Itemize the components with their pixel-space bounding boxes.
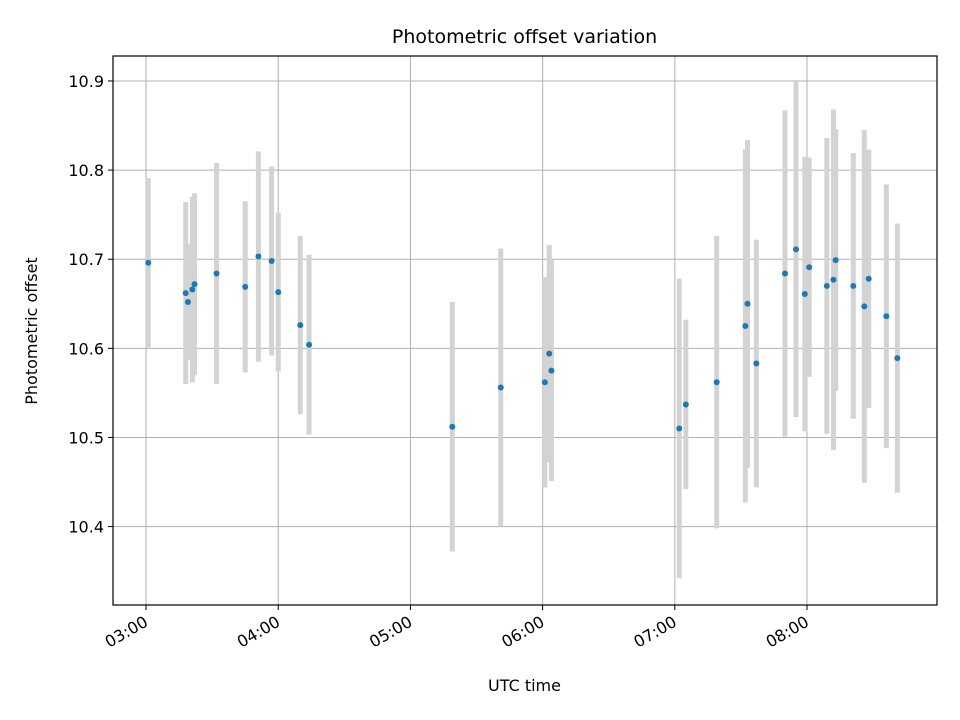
- data-point: [275, 289, 282, 296]
- data-point: [297, 322, 304, 329]
- x-tick-label: 07:00: [630, 612, 679, 652]
- data-point: [894, 355, 901, 362]
- data-point: [268, 257, 275, 264]
- data-point: [676, 425, 683, 432]
- data-point: [548, 367, 555, 374]
- y-tick-label: 10.8: [68, 161, 104, 180]
- x-tick-label: 05:00: [366, 612, 415, 652]
- data-point: [801, 290, 808, 297]
- data-point: [781, 270, 788, 277]
- plot-frame: [112, 55, 938, 606]
- data-point: [497, 384, 504, 391]
- data-point: [449, 423, 456, 430]
- y-tick-label: 10.7: [68, 250, 104, 269]
- data-point: [255, 253, 262, 260]
- data-point: [850, 282, 857, 289]
- data-point: [792, 246, 799, 253]
- data-point: [182, 290, 189, 297]
- data-point: [213, 270, 220, 277]
- y-tick-label: 10.4: [68, 518, 104, 537]
- data-point: [306, 341, 313, 348]
- data-point: [242, 283, 249, 290]
- data-points: [145, 246, 901, 432]
- grid-lines: [113, 56, 937, 605]
- data-point: [753, 360, 760, 367]
- data-point: [541, 379, 548, 386]
- x-tick-label: 04:00: [234, 612, 283, 652]
- data-point: [830, 276, 837, 283]
- y-tick-label: 10.9: [68, 72, 104, 91]
- data-point: [713, 379, 720, 386]
- axis-ticks: 03:00 04:00 05:00 06:00 07:00 08:00 10.4 10.5 10…: [68, 72, 812, 652]
- data-point: [832, 257, 839, 264]
- data-point: [546, 350, 553, 357]
- data-point: [823, 282, 830, 289]
- chart-title: Photometric offset variation: [392, 26, 657, 48]
- data-point: [184, 298, 191, 305]
- data-point: [189, 286, 196, 293]
- data-point: [883, 313, 890, 320]
- data-point: [861, 303, 868, 310]
- data-point: [191, 281, 198, 288]
- data-point: [806, 264, 813, 271]
- x-tick-label: 08:00: [763, 612, 812, 652]
- y-tick-label: 10.6: [68, 339, 104, 358]
- x-tick-label: 03:00: [102, 612, 151, 652]
- y-tick-label: 10.5: [68, 428, 104, 447]
- error-bars: [145, 81, 900, 579]
- data-point: [145, 259, 152, 266]
- x-axis-label: UTC time: [488, 676, 561, 695]
- x-tick-label: 06:00: [498, 612, 547, 652]
- data-point: [742, 323, 749, 330]
- y-axis-label: Photometric offset: [22, 257, 41, 405]
- data-point: [865, 275, 872, 282]
- data-point: [682, 401, 689, 408]
- data-point: [744, 300, 751, 307]
